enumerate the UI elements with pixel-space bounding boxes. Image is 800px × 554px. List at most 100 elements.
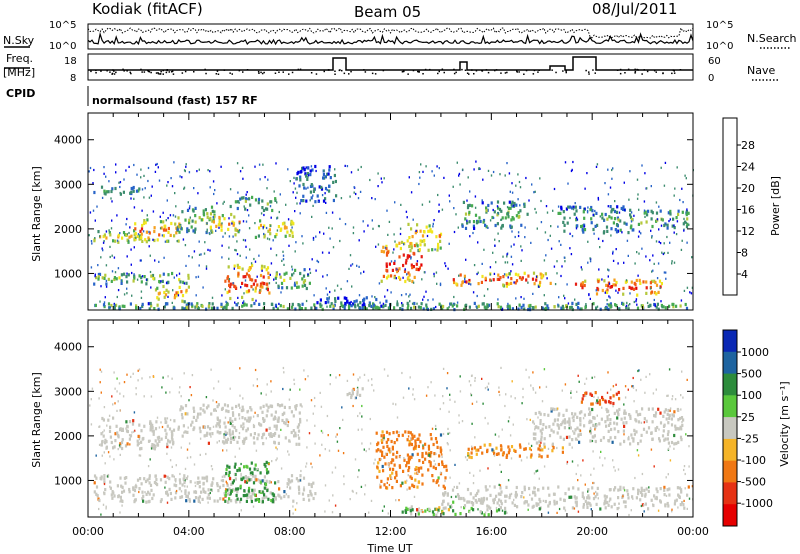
velocity-cell <box>174 496 177 500</box>
power-cell <box>562 306 565 310</box>
velocity-cell <box>274 416 277 421</box>
power-cell <box>185 303 188 307</box>
power-cell <box>377 243 380 246</box>
power-cell <box>234 248 236 252</box>
power-cell <box>601 212 604 216</box>
velocity-cell <box>612 394 615 398</box>
velocity-cell <box>612 385 615 388</box>
velocity-cell <box>661 434 665 438</box>
power-cell <box>501 307 504 311</box>
velocity-cell <box>680 427 683 431</box>
power-cell <box>348 301 351 305</box>
velocity-cell <box>440 448 443 452</box>
velocity-cell <box>250 477 253 482</box>
velocity-cell <box>319 391 321 394</box>
velocity-cell <box>283 405 286 409</box>
power-cell <box>119 232 121 235</box>
velocity-cell <box>667 421 670 425</box>
velocity-cell <box>184 430 187 434</box>
velocity-cell <box>526 418 528 421</box>
velocity-cell <box>499 486 502 490</box>
velocity-cell <box>120 499 123 503</box>
power-cell <box>357 197 360 200</box>
velocity-cell <box>201 476 204 480</box>
power-cell <box>144 187 146 190</box>
velocity-cell <box>428 460 431 464</box>
power-cell <box>541 275 544 279</box>
velocity-cell <box>650 498 653 502</box>
velocity-cell <box>635 430 638 434</box>
colorbar-tick-label: 4 <box>741 268 748 281</box>
power-x-ticks <box>87 113 694 310</box>
power-cell <box>239 170 242 173</box>
power-cell <box>481 274 484 279</box>
velocity-cell <box>103 451 105 454</box>
power-cell <box>509 224 512 228</box>
velocity-cell <box>189 386 191 389</box>
velocity-cell <box>252 424 256 429</box>
velocity-cell <box>307 375 309 378</box>
velocity-cell <box>226 483 229 487</box>
velocity-cell <box>364 484 367 487</box>
velocity-cell <box>184 491 187 495</box>
velocity-cell <box>474 436 476 439</box>
velocity-cell <box>281 403 284 407</box>
velocity-cell <box>174 478 177 482</box>
power-cell <box>260 264 264 268</box>
power-cell <box>267 229 270 233</box>
power-cell <box>220 223 223 227</box>
power-cell <box>157 166 159 169</box>
power-cell <box>638 278 641 282</box>
velocity-cell <box>407 474 409 477</box>
velocity-cell <box>433 452 436 456</box>
velocity-cell <box>420 509 423 513</box>
power-cell <box>459 273 462 277</box>
velocity-cell <box>498 390 500 393</box>
power-cell <box>630 211 633 214</box>
velocity-cell <box>521 491 524 495</box>
power-cell <box>207 169 209 172</box>
power-cell <box>641 164 643 167</box>
velocity-cell <box>211 481 213 484</box>
power-cell <box>580 307 583 311</box>
velocity-cell <box>427 468 430 472</box>
velocity-cell <box>186 430 189 434</box>
power-cell <box>140 235 143 240</box>
velocity-cell <box>666 412 669 416</box>
power-cell <box>263 213 265 217</box>
power-cell <box>621 301 624 305</box>
velocity-cell <box>199 430 202 434</box>
velocity-cell <box>212 399 214 402</box>
velocity-cell <box>407 468 410 473</box>
velocity-cell <box>491 448 494 452</box>
velocity-cell <box>495 494 498 498</box>
power-cell <box>317 200 320 203</box>
velocity-cell <box>191 374 194 377</box>
power-cell <box>362 302 365 306</box>
power-cell <box>412 218 414 221</box>
power-cell <box>225 306 228 310</box>
velocity-cell <box>442 492 445 496</box>
power-cell <box>587 206 589 209</box>
velocity-cell <box>577 433 579 436</box>
velocity-cell <box>648 486 650 489</box>
velocity-cell <box>401 510 404 514</box>
power-cell <box>99 235 101 238</box>
power-cell <box>322 173 325 177</box>
power-cell <box>511 200 514 204</box>
nave-point <box>350 70 352 73</box>
power-cell <box>515 297 517 300</box>
velocity-cell <box>550 409 553 413</box>
velocity-cell <box>562 419 565 423</box>
velocity-cell <box>209 491 211 495</box>
velocity-cell <box>623 411 626 415</box>
velocity-cell <box>375 431 378 435</box>
power-cell <box>408 244 411 249</box>
power-cell <box>200 253 202 256</box>
velocity-cell <box>139 447 142 451</box>
velocity-cell <box>435 427 437 431</box>
power-cell <box>375 297 378 302</box>
velocity-cell <box>125 420 128 424</box>
velocity-cell <box>677 408 680 412</box>
power-cell <box>596 286 599 291</box>
